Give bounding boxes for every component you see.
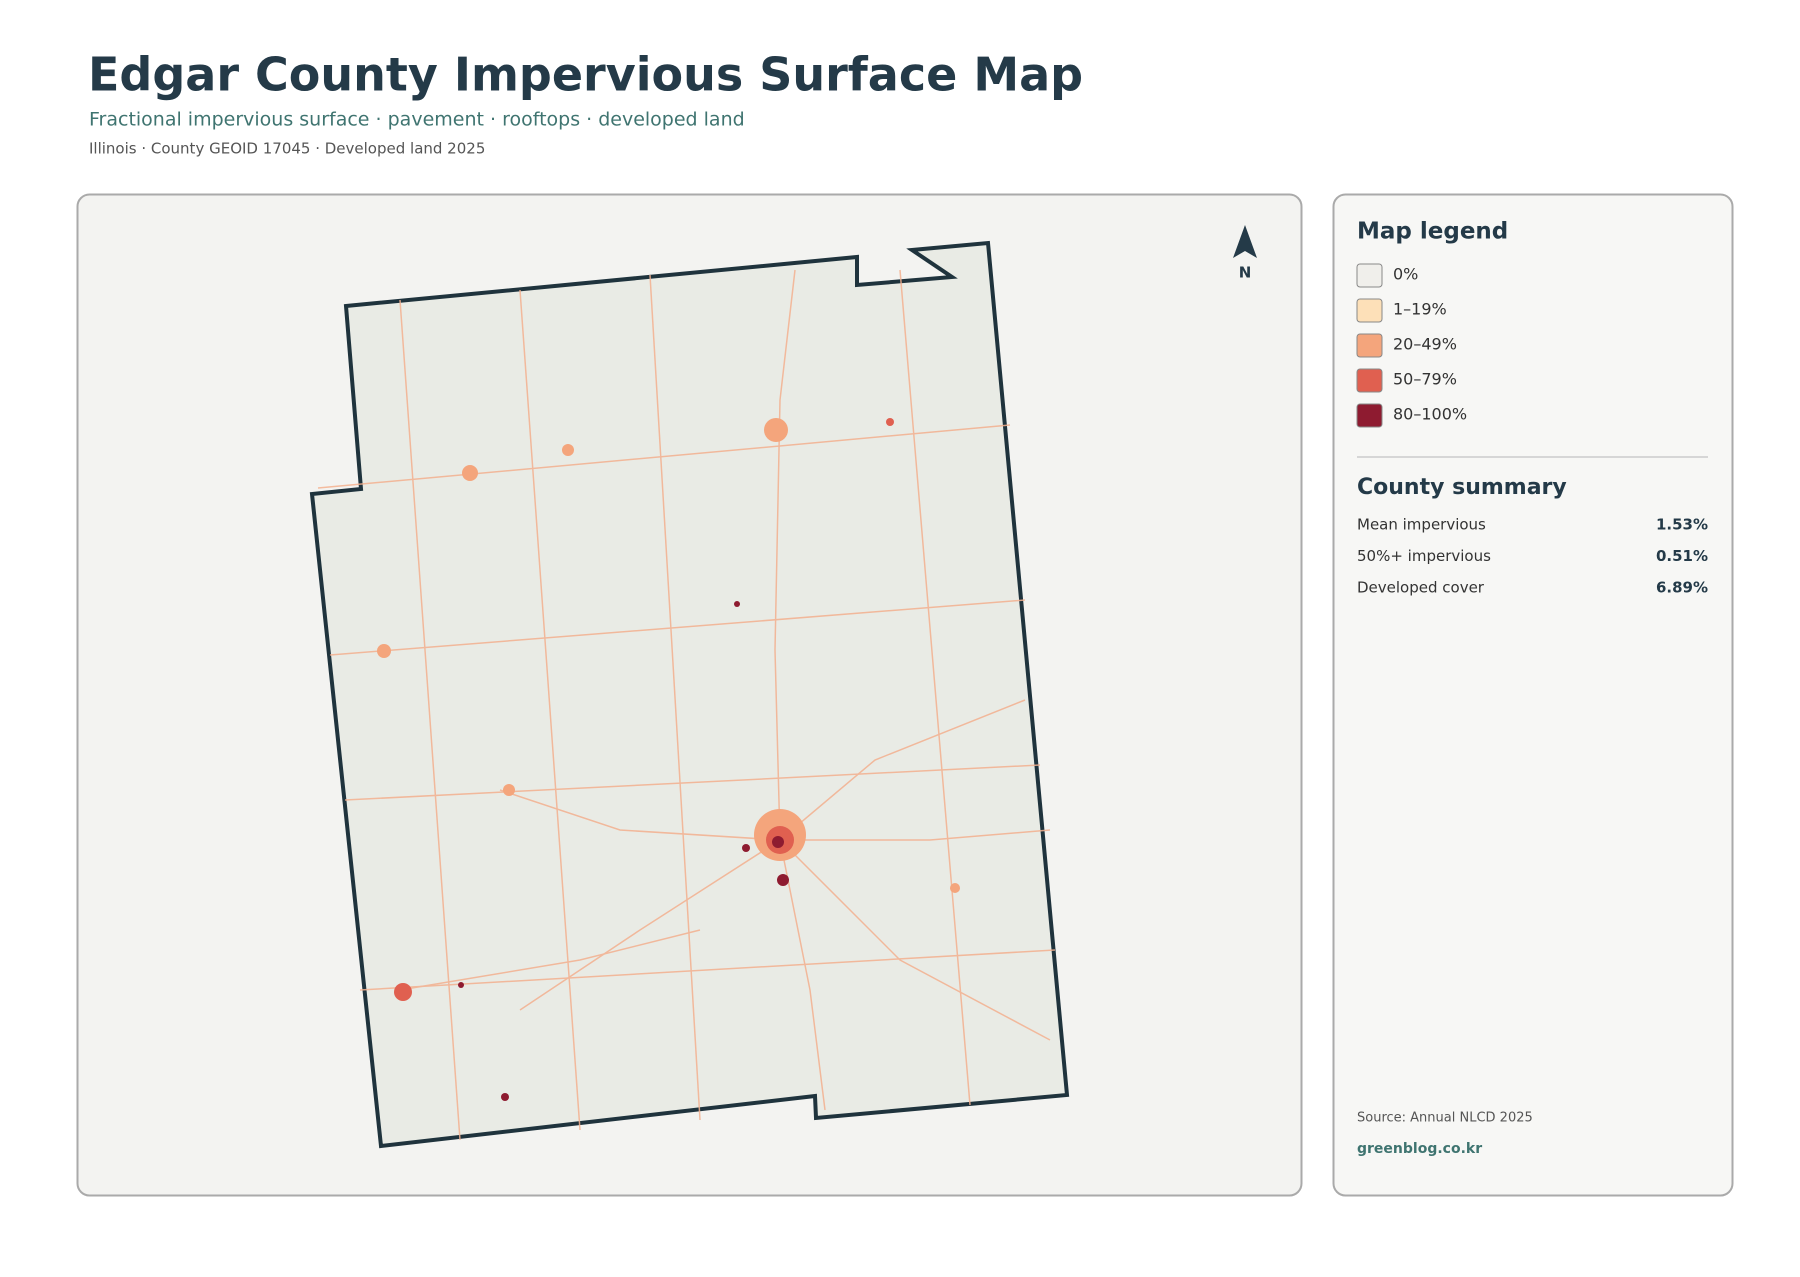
- subtitle: Fractional impervious surface · pavement…: [89, 109, 745, 131]
- towns: [377, 418, 960, 1101]
- legend-title: Map legend: [1357, 219, 1508, 245]
- county-boundary: [309, 240, 1070, 1149]
- county-map: [309, 240, 1070, 1149]
- summary-title: County summary: [1357, 475, 1567, 500]
- legend-items: 0% 1–19% 20–49% 50–79% 80–100%: [1356, 263, 1467, 428]
- site: greenblog.co.kr: [1357, 1141, 1482, 1157]
- legend-label: 1–19%: [1393, 300, 1447, 319]
- north-label: N: [1239, 264, 1252, 282]
- legend-label: 80–100%: [1393, 405, 1467, 424]
- summary-value: 0.51%: [1656, 547, 1708, 565]
- legend-swatch: [1356, 403, 1383, 428]
- legend-swatch: [1356, 298, 1383, 323]
- legend-panel: [1332, 193, 1734, 1197]
- summary-label: Developed cover: [1357, 579, 1485, 597]
- legend-label: 20–49%: [1393, 335, 1457, 354]
- legend-label: 50–79%: [1393, 370, 1457, 389]
- source: Source: Annual NLCD 2025: [1357, 1111, 1533, 1126]
- roads: [317, 269, 1056, 1141]
- meta: Illinois · County GEOID 17045 · Develope…: [89, 140, 485, 158]
- legend-swatch: [1356, 263, 1383, 288]
- legend-swatch: [1356, 333, 1383, 358]
- title: Edgar County Impervious Surface Map: [88, 48, 1083, 102]
- legend-swatch: [1356, 368, 1383, 393]
- summary-label: 50%+ impervious: [1357, 547, 1491, 565]
- summary-value: 1.53%: [1656, 516, 1708, 534]
- summary-label: Mean impervious: [1357, 516, 1486, 534]
- summary-rows: Mean impervious 1.53% 50%+ impervious 0.51%…: [1357, 516, 1708, 597]
- summary-value: 6.89%: [1656, 579, 1708, 597]
- north-arrow: N: [1233, 225, 1257, 282]
- legend-label: 0%: [1393, 265, 1418, 284]
